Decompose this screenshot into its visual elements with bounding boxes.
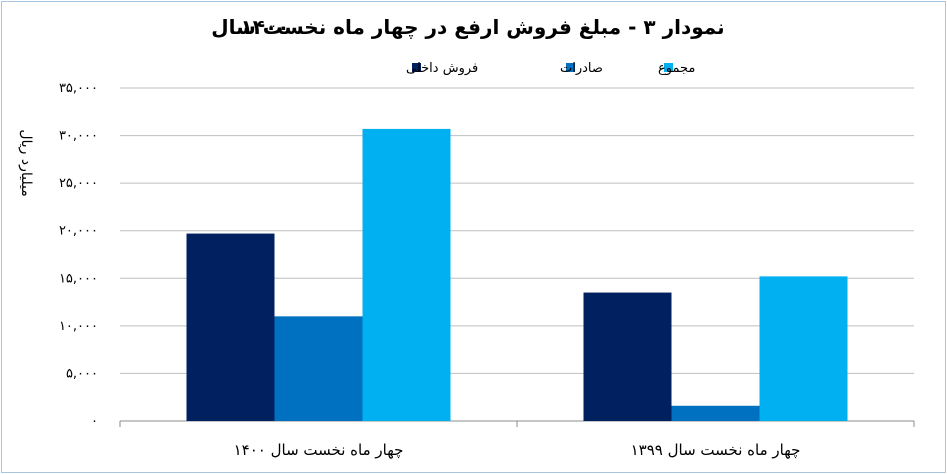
bars — [186, 128, 848, 421]
bar — [274, 316, 363, 421]
legend-swatch — [412, 63, 421, 72]
legend-label: مجموع — [658, 61, 695, 76]
y-tick-label: ۱۵,۰۰۰ — [59, 271, 98, 286]
chart-title-line2: ۱۴۰۰ — [241, 15, 290, 39]
y-tick-label: ۳۵,۰۰۰ — [59, 81, 98, 96]
legend-label: صادرات — [560, 61, 603, 76]
y-tick-label: ۰ — [91, 414, 98, 429]
y-tick-label: ۱۰,۰۰۰ — [59, 319, 98, 334]
bar — [759, 276, 848, 421]
bar — [186, 233, 275, 421]
chart-title-line1: نمودار ۳ - مبلغ فروش ارفع در چهار ماه نخ… — [211, 15, 724, 40]
bar — [362, 128, 451, 421]
legend-swatch — [664, 63, 673, 72]
x-axis-categories: چهار ماه نخست سال ۱۴۰۰ چهار ماه نخست سال … — [234, 441, 801, 459]
y-axis-ticks: ۰ ۵,۰۰۰ ۱۰,۰۰۰ ۱۵,۰۰۰ ۲۰,۰۰۰ ۲۵,۰۰۰ ۳۰,۰۰۰ ۳۵,۰… — [59, 81, 98, 429]
legend: فروش داخلی صادرات مجموع — [406, 61, 695, 76]
y-tick-label: ۵,۰۰۰ — [66, 366, 98, 381]
y-tick-label: ۲۰,۰۰۰ — [59, 224, 98, 239]
bar — [583, 292, 672, 421]
bar — [671, 405, 760, 421]
y-tick-label: ۲۵,۰۰۰ — [59, 176, 98, 191]
y-tick-label: ۳۰,۰۰۰ — [59, 129, 98, 144]
legend-label: فروش داخلی — [406, 61, 478, 76]
x-category-label: چهار ماه نخست سال ۱۴۰۰ — [234, 441, 404, 459]
y-axis-label: میلیارد ریال — [18, 129, 34, 196]
x-category-label: چهار ماه نخست سال ۱۳۹۹ — [631, 441, 801, 459]
legend-swatch — [566, 63, 575, 72]
